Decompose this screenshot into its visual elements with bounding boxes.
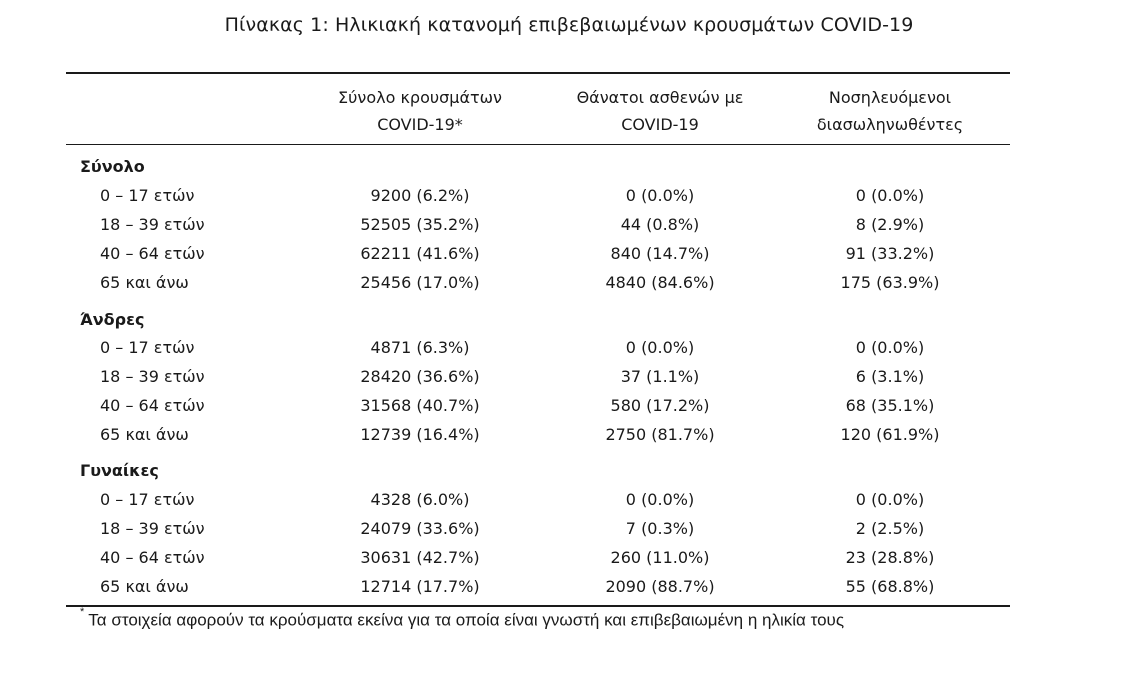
cell-intubated: 0 (0.0%): [855, 338, 925, 357]
table-row: 18 – 39 ετών 24079 (33.6%) 7 (0.3%) 2 (2…: [0, 514, 1138, 543]
cell-deaths: 580 (17.2%): [610, 396, 710, 415]
cell-intubated: 8 (2.9%): [855, 215, 925, 234]
cell-deaths: 0 (0.0%): [625, 186, 695, 205]
column-header-intubated: Νοσηλευόμενοι διασωληνωθέντες: [770, 84, 1010, 138]
table-row: 65 και άνω 12739 (16.4%) 2750 (81.7%) 12…: [0, 420, 1138, 449]
cell-deaths: 7 (0.3%): [625, 519, 695, 538]
cell-intubated: 175 (63.9%): [840, 273, 940, 292]
group-heading-men: Άνδρες: [80, 310, 145, 329]
footnote: * Τα στοιχεία αφορούν τα κρούσματα εκείνα…: [80, 606, 845, 631]
cell-deaths: 0 (0.0%): [625, 490, 695, 509]
table-row: 0 – 17 ετών 9200 (6.2%) 0 (0.0%) 0 (0.0%…: [0, 181, 1138, 210]
column-header-line: Νοσηλευόμενοι: [828, 88, 952, 107]
row-label: 65 και άνω: [100, 425, 189, 444]
row-label: 18 – 39 ετών: [100, 215, 205, 234]
table-row: 40 – 64 ετών 30631 (42.7%) 260 (11.0%) 2…: [0, 543, 1138, 572]
table-row: 40 – 64 ετών 62211 (41.6%) 840 (14.7%) 9…: [0, 239, 1138, 268]
row-label: 40 – 64 ετών: [100, 396, 205, 415]
cell-total-cases: 12739 (16.4%): [360, 425, 480, 444]
cell-intubated: 120 (61.9%): [840, 425, 940, 444]
table-row: 18 – 39 ετών 28420 (36.6%) 37 (1.1%) 6 (…: [0, 362, 1138, 391]
row-label: 40 – 64 ετών: [100, 244, 205, 263]
cell-total-cases: 4328 (6.0%): [370, 490, 470, 509]
row-label: 65 και άνω: [100, 273, 189, 292]
table-top-rule: [66, 72, 1010, 74]
cell-deaths: 0 (0.0%): [625, 338, 695, 357]
footnote-marker: *: [80, 606, 85, 618]
cell-total-cases: 25456 (17.0%): [360, 273, 480, 292]
cell-total-cases: 12714 (17.7%): [360, 577, 480, 596]
cell-deaths: 37 (1.1%): [620, 367, 700, 386]
row-label: 65 και άνω: [100, 577, 189, 596]
cell-intubated: 6 (3.1%): [855, 367, 925, 386]
cell-deaths: 260 (11.0%): [610, 548, 710, 567]
cell-total-cases: 9200 (6.2%): [370, 186, 470, 205]
cell-intubated: 91 (33.2%): [845, 244, 935, 263]
cell-total-cases: 24079 (33.6%): [360, 519, 480, 538]
cell-total-cases: 30631 (42.7%): [360, 548, 480, 567]
row-label: 40 – 64 ετών: [100, 548, 205, 567]
table-row: 40 – 64 ετών 31568 (40.7%) 580 (17.2%) 6…: [0, 391, 1138, 420]
cell-intubated: 55 (68.8%): [845, 577, 935, 596]
table-title: Πίνακας 1: Ηλικιακή κατανομή επιβεβαιωμέ…: [224, 14, 914, 36]
table-row: 65 και άνω 25456 (17.0%) 4840 (84.6%) 17…: [0, 268, 1138, 297]
row-label: 18 – 39 ετών: [100, 367, 205, 386]
column-header-deaths: Θάνατοι ασθενών με COVID-19: [540, 84, 780, 138]
table-row: 0 – 17 ετών 4328 (6.0%) 0 (0.0%) 0 (0.0%…: [0, 485, 1138, 514]
cell-intubated: 0 (0.0%): [855, 186, 925, 205]
table-bottom-rule: [66, 605, 1010, 607]
cell-deaths: 2090 (88.7%): [605, 577, 715, 596]
column-header-line: Σύνολο κρουσμάτων: [338, 88, 502, 107]
cell-deaths: 4840 (84.6%): [605, 273, 715, 292]
footnote-text: Τα στοιχεία αφορούν τα κρούσματα εκείνα …: [88, 610, 845, 630]
column-header-total-cases: Σύνολο κρουσμάτων COVID-19*: [300, 84, 540, 138]
group-heading-total: Σύνολο: [80, 157, 145, 176]
cell-deaths: 840 (14.7%): [610, 244, 710, 263]
cell-total-cases: 62211 (41.6%): [360, 244, 480, 263]
cell-total-cases: 31568 (40.7%): [360, 396, 480, 415]
header-divider-rule: [66, 144, 1010, 145]
column-header-line: διασωληνωθέντες: [816, 115, 964, 134]
cell-total-cases: 28420 (36.6%): [360, 367, 480, 386]
row-label: 18 – 39 ετών: [100, 519, 205, 538]
group-heading-women: Γυναίκες: [80, 461, 159, 480]
table-row: 65 και άνω 12714 (17.7%) 2090 (88.7%) 55…: [0, 572, 1138, 601]
cell-intubated: 0 (0.0%): [855, 490, 925, 509]
cell-intubated: 23 (28.8%): [845, 548, 935, 567]
cell-intubated: 68 (35.1%): [845, 396, 935, 415]
table-row: 18 – 39 ετών 52505 (35.2%) 44 (0.8%) 8 (…: [0, 210, 1138, 239]
row-label: 0 – 17 ετών: [100, 186, 195, 205]
cell-deaths: 44 (0.8%): [620, 215, 700, 234]
column-header-line: Θάνατοι ασθενών με: [576, 88, 744, 107]
column-header-line: COVID-19: [621, 115, 699, 134]
cell-deaths: 2750 (81.7%): [605, 425, 715, 444]
table-row: 0 – 17 ετών 4871 (6.3%) 0 (0.0%) 0 (0.0%…: [0, 333, 1138, 362]
cell-intubated: 2 (2.5%): [855, 519, 925, 538]
cell-total-cases: 52505 (35.2%): [360, 215, 480, 234]
cell-total-cases: 4871 (6.3%): [370, 338, 470, 357]
column-header-line: COVID-19*: [377, 115, 463, 134]
row-label: 0 – 17 ετών: [100, 338, 195, 357]
row-label: 0 – 17 ετών: [100, 490, 195, 509]
